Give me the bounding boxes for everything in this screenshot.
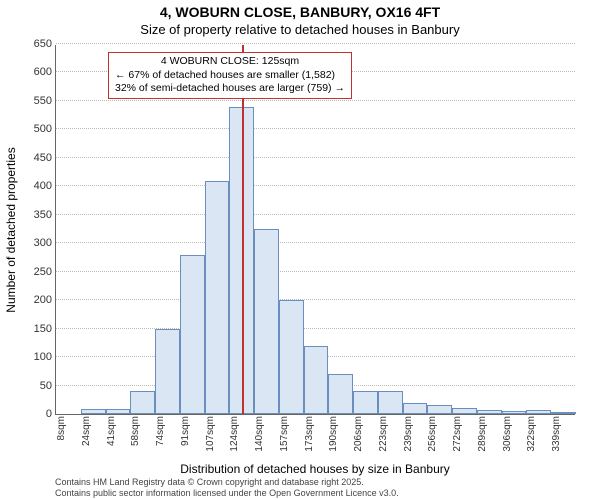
histogram-bar <box>403 403 428 414</box>
gridline <box>56 271 575 272</box>
chart-subtitle: Size of property relative to detached ho… <box>0 22 600 37</box>
x-axis-label: Distribution of detached houses by size … <box>55 462 575 476</box>
histogram-bar <box>328 374 353 414</box>
histogram-bar <box>205 181 230 414</box>
annotation-line-1: 4 WOBURN CLOSE: 125sqm <box>115 55 345 68</box>
footer-attribution: Contains HM Land Registry data © Crown c… <box>55 477 575 498</box>
histogram-bar <box>452 408 477 414</box>
annotation-box: 4 WOBURN CLOSE: 125sqm← 67% of detached … <box>108 52 352 98</box>
gridline <box>56 328 575 329</box>
annotation-line-2: ← 67% of detached houses are smaller (1,… <box>115 69 345 82</box>
gridline <box>56 128 575 129</box>
histogram-bar <box>180 255 205 414</box>
histogram-bar <box>427 405 452 414</box>
y-tick-label: 400 <box>34 180 56 192</box>
y-tick-label: 550 <box>34 95 56 107</box>
histogram-bar <box>378 391 403 414</box>
histogram-bar <box>155 329 180 414</box>
y-tick-label: 650 <box>34 38 56 50</box>
histogram-bar <box>526 410 551 414</box>
y-tick-label: 300 <box>34 237 56 249</box>
histogram-bar <box>353 391 378 414</box>
y-axis-label: Number of detached properties <box>4 147 18 312</box>
footer-line-2: Contains public sector information licen… <box>55 488 575 498</box>
gridline <box>56 214 575 215</box>
y-tick-label: 100 <box>34 351 56 363</box>
chart-title: 4, WOBURN CLOSE, BANBURY, OX16 4FT <box>0 4 600 20</box>
histogram-bar <box>106 409 131 414</box>
histogram-bar <box>130 391 155 414</box>
histogram-bar <box>304 346 329 414</box>
y-tick-label: 150 <box>34 323 56 335</box>
plot-area: 0501001502002503003504004505005506006508… <box>55 45 575 415</box>
y-tick-label: 250 <box>34 266 56 278</box>
y-tick-label: 200 <box>34 294 56 306</box>
histogram-bar <box>502 411 527 414</box>
y-tick-label: 350 <box>34 209 56 221</box>
annotation-line-3: 32% of semi-detached houses are larger (… <box>115 82 345 95</box>
gridline <box>56 100 575 101</box>
y-tick-label: 50 <box>40 380 56 392</box>
chart-page: 4, WOBURN CLOSE, BANBURY, OX16 4FT Size … <box>0 0 600 500</box>
footer-line-1: Contains HM Land Registry data © Crown c… <box>55 477 575 487</box>
y-tick-label: 0 <box>46 408 56 420</box>
gridline <box>56 242 575 243</box>
y-tick-label: 500 <box>34 123 56 135</box>
histogram-bar <box>477 410 502 414</box>
gridline <box>56 43 575 44</box>
histogram-bar <box>81 409 106 414</box>
histogram-bar <box>254 229 279 414</box>
y-tick-label: 450 <box>34 152 56 164</box>
property-marker-line <box>242 45 244 414</box>
y-axis-label-wrap: Number of detached properties <box>10 45 24 415</box>
histogram-bar <box>551 412 576 414</box>
histogram-bar <box>279 300 304 414</box>
y-tick-label: 600 <box>34 66 56 78</box>
gridline <box>56 299 575 300</box>
gridline <box>56 185 575 186</box>
gridline <box>56 157 575 158</box>
